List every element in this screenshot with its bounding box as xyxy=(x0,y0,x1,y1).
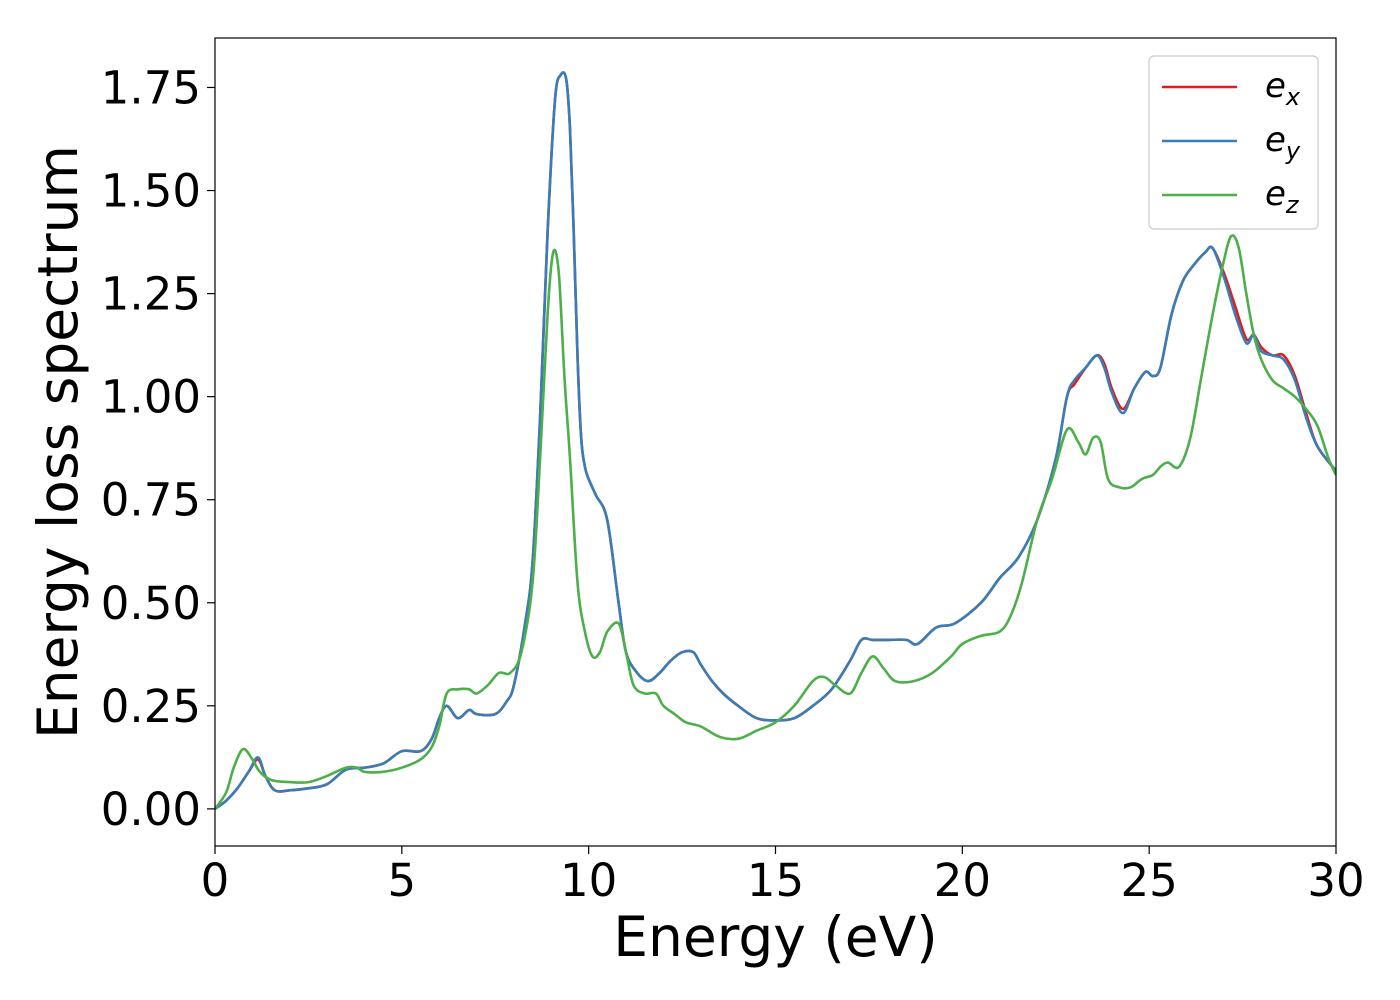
y-tick-label: 0.75 xyxy=(101,474,201,527)
legend-label: ey xyxy=(1265,120,1301,165)
legend-label-base: e xyxy=(1265,120,1286,160)
legend-entry-ey: ey xyxy=(1162,120,1301,165)
legend-label-base: e xyxy=(1265,174,1286,214)
y-tick-label: 1.75 xyxy=(101,61,201,114)
x-axis-title: Energy (eV) xyxy=(613,905,937,969)
legend-label-subscript: x xyxy=(1285,83,1301,111)
x-tick-label: 20 xyxy=(934,854,991,907)
legend-box xyxy=(1148,55,1319,230)
y-tick-label: 1.25 xyxy=(101,268,201,321)
legend-label-subscript: y xyxy=(1285,137,1301,165)
x-tick-label: 5 xyxy=(388,854,417,907)
y-tick-label: 1.50 xyxy=(101,165,201,218)
legend-entry-ex: ex xyxy=(1162,66,1301,111)
series-layer xyxy=(215,71,1336,810)
legend-label-subscript: z xyxy=(1285,191,1300,219)
x-tick-label: 10 xyxy=(560,854,617,907)
y-tick-label: 1.00 xyxy=(101,371,201,424)
legend-entry-ez: ez xyxy=(1162,174,1300,219)
x-tick-label: 30 xyxy=(1307,854,1364,907)
y-tick-label: 0.50 xyxy=(101,577,201,630)
x-tick-label: 25 xyxy=(1121,854,1178,907)
y-axis-ticks: 0.00 0.25 0.50 0.75 1.00 1.25 1.50 1.75 xyxy=(101,61,215,836)
x-tick-label: 15 xyxy=(747,854,804,907)
legend-label: ez xyxy=(1265,174,1300,219)
y-tick-label: 0.00 xyxy=(101,783,201,836)
x-axis-ticks: 0 5 10 15 20 25 30 xyxy=(201,846,1365,907)
legend-label: ex xyxy=(1265,66,1301,111)
series-line-ez xyxy=(215,234,1336,810)
y-axis-title: Energy loss spectrum xyxy=(26,145,90,739)
x-tick-label: 0 xyxy=(201,854,230,907)
legend-label-base: e xyxy=(1265,66,1286,106)
y-tick-label: 0.25 xyxy=(101,680,201,733)
